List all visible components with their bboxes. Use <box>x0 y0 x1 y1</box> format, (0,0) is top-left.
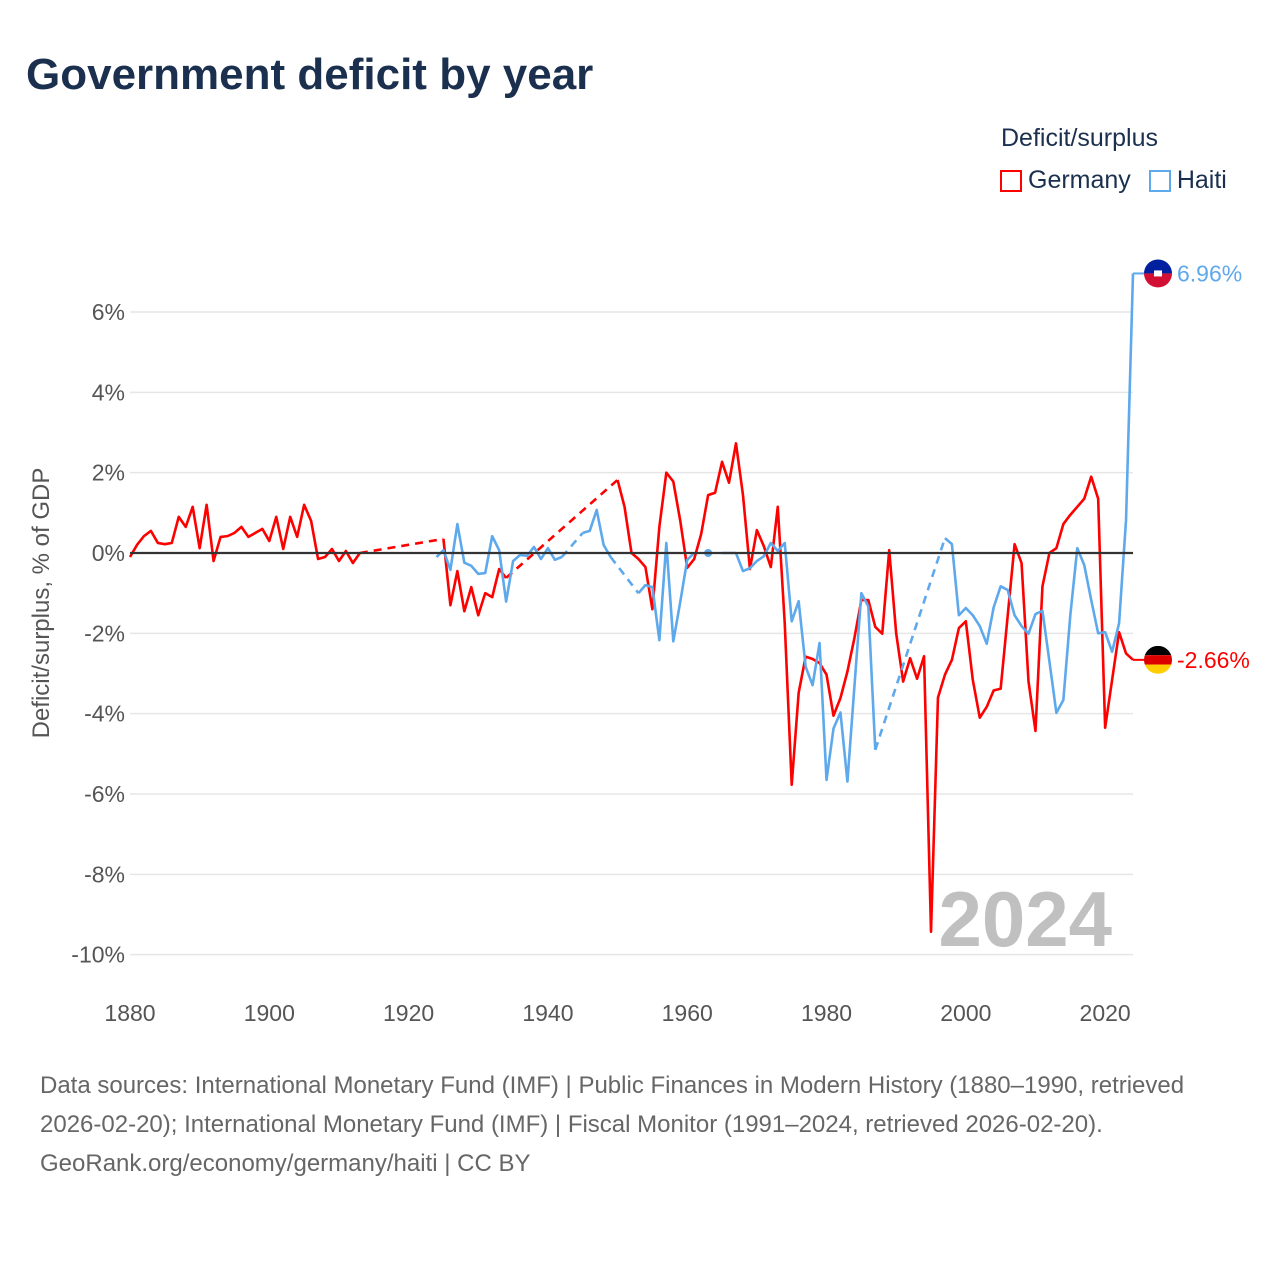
x-tick-label: 1960 <box>662 1000 713 1026</box>
series-line-segment <box>722 541 877 783</box>
flag-stripe <box>1144 273 1172 288</box>
series-line-segment <box>442 538 508 617</box>
end-markers: -2.66% 6.96% <box>1133 259 1250 674</box>
flag-stripe <box>1144 259 1172 274</box>
legend-title: Deficit/surplus <box>1001 124 1158 152</box>
y-tick-label: -10% <box>71 942 125 968</box>
flag-stripe <box>1144 645 1172 656</box>
gap-dashed-line <box>609 556 640 594</box>
series-line-segment <box>944 273 1135 715</box>
gap-dashed-line <box>359 537 444 555</box>
series-line-segment <box>128 503 361 565</box>
legend-label-germany: Germany <box>1028 166 1131 194</box>
series-line-segment <box>582 508 612 558</box>
y-tick-label: -8% <box>84 861 125 887</box>
series-line-segment <box>435 522 563 603</box>
series-line-segment <box>637 541 696 643</box>
year-watermark: 2024 <box>938 875 1112 963</box>
x-tick-label: 1940 <box>522 1000 573 1026</box>
grid: 6% 4% 2% 0% -2% -4% -6% -8% -10% 1880 1900 1920 1940… <box>71 299 1133 1026</box>
y-tick-label: -2% <box>84 620 125 646</box>
y-tick-label: -6% <box>84 781 125 807</box>
gap-dashed-line <box>874 537 947 751</box>
end-value-label-germany: -2.66% <box>1177 647 1250 673</box>
x-tick-label: 1980 <box>801 1000 852 1026</box>
legend-item-haiti[interactable]: Haiti <box>1148 166 1227 195</box>
haiti-flag-icon <box>1144 259 1172 288</box>
x-tick-label: 2000 <box>940 1000 991 1026</box>
gap-dashed-line <box>505 478 619 579</box>
y-tick-label: 0% <box>92 540 125 566</box>
series-lines <box>128 273 1135 934</box>
y-tick-label: -4% <box>84 701 125 727</box>
germany-flag-icon <box>1144 645 1172 674</box>
end-value-label-haiti: 6.96% <box>1177 260 1242 286</box>
x-tick-label: 1920 <box>383 1000 434 1026</box>
flag-emblem <box>1154 270 1162 277</box>
y-tick-label: 4% <box>92 379 125 405</box>
chart-title: Government deficit by year <box>26 50 594 99</box>
y-tick-label: 2% <box>92 460 125 486</box>
x-tick-label: 1880 <box>104 1000 155 1026</box>
legend: Germany Haiti <box>1000 166 1227 195</box>
data-sources: Data sources: International Monetary Fun… <box>40 1072 1185 1138</box>
credit-link[interactable]: GeoRank.org/economy/germany/haiti | CC B… <box>40 1150 531 1177</box>
footer: Data sources: International Monetary Fun… <box>40 1066 1240 1183</box>
legend-item-germany[interactable]: Germany <box>1000 166 1131 195</box>
series-line-segment <box>616 442 1134 934</box>
y-tick-label: 6% <box>92 299 125 325</box>
x-tick-label: 2020 <box>1080 1000 1131 1026</box>
series-haiti <box>435 273 1135 783</box>
flag-stripe <box>1144 655 1172 665</box>
flag-stripe <box>1144 664 1172 674</box>
legend-swatch-germany <box>1000 169 1022 192</box>
series-germany <box>128 442 1134 934</box>
legend-label-haiti: Haiti <box>1176 166 1227 194</box>
x-tick-label: 1900 <box>244 1000 295 1026</box>
legend-swatch-haiti <box>1148 169 1171 192</box>
